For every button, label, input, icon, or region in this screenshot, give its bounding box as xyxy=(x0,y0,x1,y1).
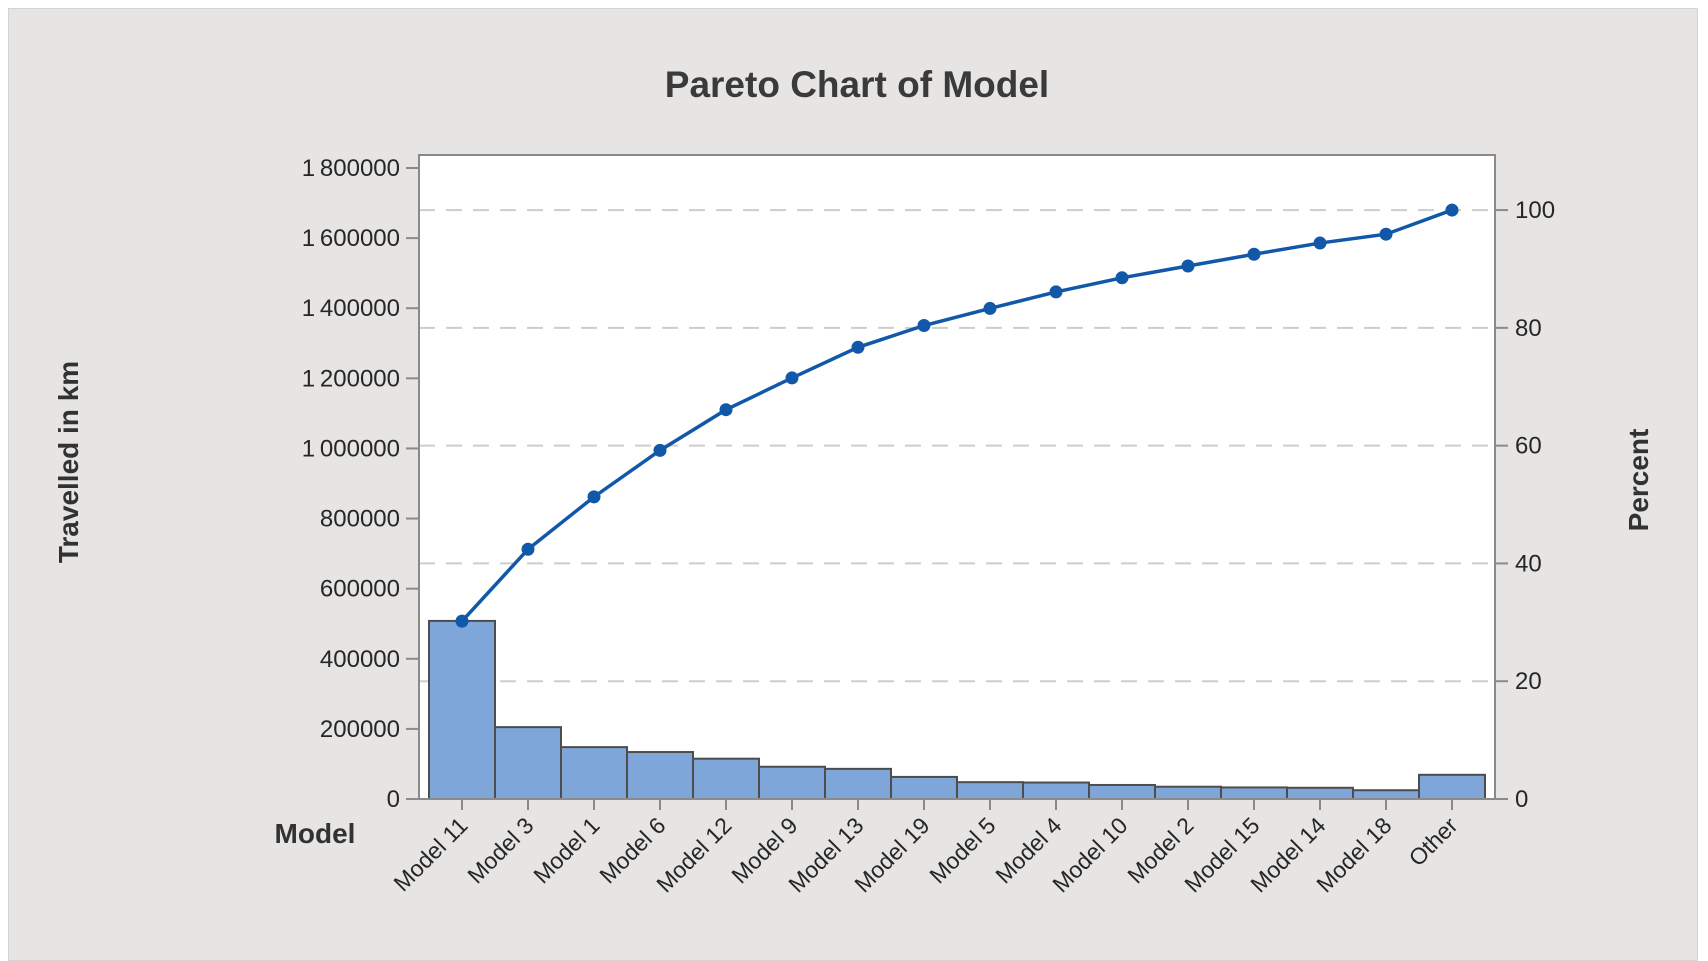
left-tick-label-800000: 800000 xyxy=(320,506,400,533)
bar-model-9 xyxy=(758,765,826,801)
x-tick-label-model-11: Model 11 xyxy=(388,812,472,896)
cumulative-point-model-6 xyxy=(653,443,667,457)
y-axis-title-left: Travelled in km xyxy=(53,361,84,563)
bar-model-5 xyxy=(956,781,1024,801)
left-tick-label-0: 0 xyxy=(387,786,400,813)
cumulative-point-model-13 xyxy=(851,340,865,354)
left-tick-label-1000000: 1 000000 xyxy=(302,435,400,462)
x-tick-label-other: Other xyxy=(1403,812,1462,871)
cumulative-point-model-19 xyxy=(917,318,931,332)
cumulative-point-model-2 xyxy=(1181,259,1195,273)
bar-model-2 xyxy=(1154,785,1222,800)
cumulative-point-model-9 xyxy=(785,371,799,385)
cumulative-point-model-3 xyxy=(521,542,535,556)
bar-model-13 xyxy=(824,767,892,801)
right-tick-label-60: 60 xyxy=(1515,433,1542,460)
left-tick-label-400000: 400000 xyxy=(320,646,400,673)
x-tick-label-model-3: Model 3 xyxy=(462,812,538,888)
left-tick-label-200000: 200000 xyxy=(320,716,400,743)
left-tick-label-1400000: 1 400000 xyxy=(302,295,400,322)
bar-model-10 xyxy=(1088,783,1156,801)
plot-area xyxy=(419,155,1495,799)
x-axis-title: Model xyxy=(275,818,356,849)
y-axis-title-right: Percent xyxy=(1623,429,1654,532)
cumulative-point-model-1 xyxy=(587,490,601,504)
right-tick-label-100: 100 xyxy=(1515,197,1555,224)
cumulative-point-model-15 xyxy=(1247,247,1261,261)
bar-model-3 xyxy=(494,726,562,800)
bar-model-6 xyxy=(626,751,694,801)
right-tick-label-20: 20 xyxy=(1515,668,1542,695)
cumulative-point-model-14 xyxy=(1313,236,1327,250)
left-tick-label-1600000: 1 600000 xyxy=(302,225,400,252)
bar-model-14 xyxy=(1286,786,1354,801)
bar-model-18 xyxy=(1352,789,1420,800)
right-tick-label-0: 0 xyxy=(1515,786,1528,813)
plot-frame xyxy=(418,154,1496,800)
cumulative-point-model-18 xyxy=(1379,227,1393,241)
cumulative-percent-line xyxy=(460,208,1453,623)
bar-model-12 xyxy=(692,757,760,800)
bar-model-1 xyxy=(560,746,628,801)
bar-model-15 xyxy=(1220,786,1288,800)
cumulative-point-model-11 xyxy=(455,614,469,628)
right-tick-label-80: 80 xyxy=(1515,315,1542,342)
cumulative-point-model-5 xyxy=(983,301,997,315)
left-tick-label-600000: 600000 xyxy=(320,576,400,603)
bar-model-19 xyxy=(890,775,958,800)
right-tick-label-40: 40 xyxy=(1515,550,1542,577)
bar-other xyxy=(1418,773,1486,800)
chart-title: Pareto Chart of Model xyxy=(665,64,1049,105)
cumulative-point-other xyxy=(1445,203,1459,217)
bar-model-4 xyxy=(1022,781,1090,800)
cumulative-point-model-10 xyxy=(1115,271,1129,285)
x-tick-label-model-1: Model 1 xyxy=(528,812,604,888)
left-tick-label-1800000: 1 800000 xyxy=(302,155,400,182)
left-tick-label-1200000: 1 200000 xyxy=(302,365,400,392)
chart-layers: 0 200000 400000 600000 800000 1 000000 1 20000… xyxy=(302,154,1555,897)
bar-model-11 xyxy=(428,619,496,801)
cumulative-point-model-4 xyxy=(1049,285,1063,299)
x-tick-label-model-5: Model 5 xyxy=(924,812,1000,888)
cumulative-point-model-12 xyxy=(719,403,733,417)
